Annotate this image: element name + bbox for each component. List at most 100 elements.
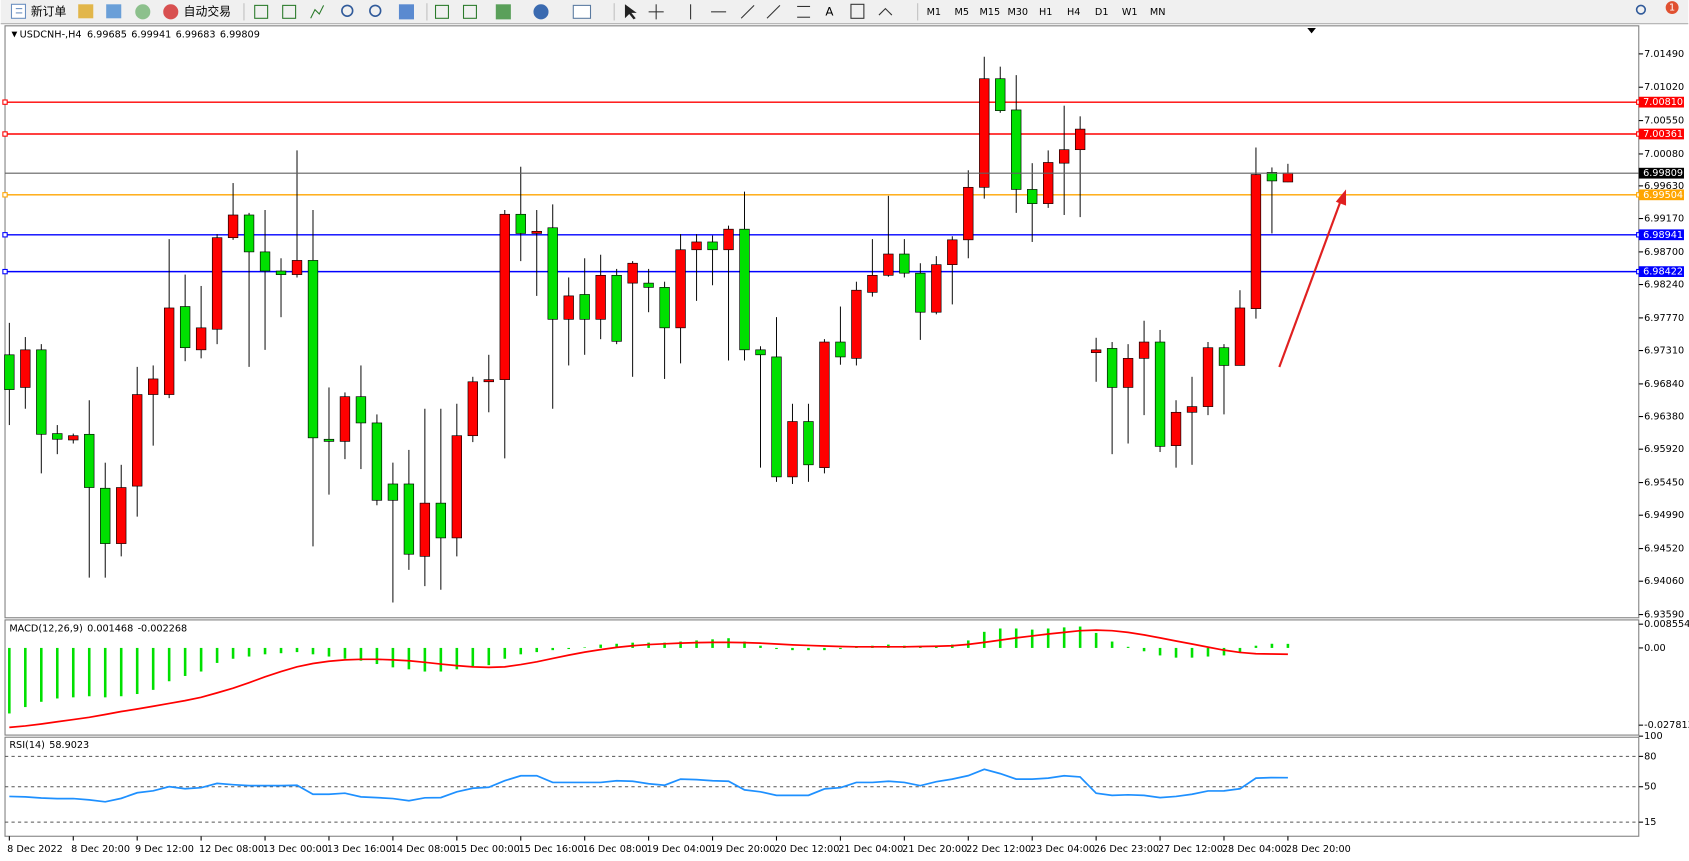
histogram-bar [24,647,27,708]
histogram-bar [167,647,171,682]
candle-body [36,349,47,435]
histogram-bar [71,647,75,698]
histogram-bar [87,647,91,697]
histogram-bar [1222,647,1226,656]
candle-body [499,213,510,380]
level-label-bg [1638,96,1684,108]
timeframe-button[interactable]: M30 [1007,7,1028,18]
icon[interactable] [462,4,477,19]
timeframe-button[interactable]: W1 [1122,7,1138,18]
timeframe-button[interactable]: D1 [1095,7,1109,18]
candle-body [739,228,750,351]
timeframe-button[interactable]: H1 [1039,7,1052,18]
candle-body [227,214,239,239]
y-tick-label: 0.008554 [1644,619,1689,630]
histogram-bar [1190,647,1194,658]
icon[interactable] [533,4,549,20]
x-tick-label: 23 Dec 04:00 [1030,844,1095,855]
notification-count: 1 [1669,3,1675,14]
candle-body [148,378,159,395]
x-tick-label: 14 Dec 08:00 [391,844,456,855]
histogram-bar [1158,647,1162,656]
candle-body [20,349,31,388]
y-tick-label: 6.94520 [1644,544,1684,555]
auto-trading-button[interactable]: 自动交易 [163,4,231,20]
y-tick-label: 50 [1644,782,1656,793]
symbol: USDCNH-,H4 [20,29,82,40]
x-tick-label: 15 Dec 00:00 [455,844,520,855]
current-price-label: 6.99809 [1643,168,1683,179]
menu-arrow: ▼ [11,29,19,38]
signal-value: -0.002268 [138,624,188,635]
y-tick-label: 6.95450 [1644,478,1684,489]
candle-body [163,307,175,395]
x-tick-label: 22 Dec 12:00 [966,844,1031,855]
icon[interactable] [282,4,297,19]
icon[interactable] [254,4,269,19]
histogram-bar [40,647,43,702]
ohlc-open: 6.99685 [87,29,127,40]
label-tool[interactable] [850,3,865,19]
candle-body [100,487,111,544]
icon[interactable] [135,4,151,20]
channel-tool[interactable] [766,5,781,19]
zoom-out[interactable] [369,4,382,17]
icon[interactable] [106,4,122,19]
candle-body [787,421,798,478]
histogram-bar [982,631,986,648]
y-tick-label: 6.98700 [1644,247,1684,258]
candle-body [531,230,542,234]
histogram-bar [183,647,187,676]
notification-badge[interactable] [1665,1,1679,14]
y-tick-label: 6.99630 [1644,181,1684,192]
candle-body [1154,341,1166,447]
timeframe-button[interactable]: MN [1150,7,1166,18]
histogram-bar [775,647,778,650]
level-label: 7.00810 [1643,97,1683,108]
histogram-bar [695,640,698,648]
candle-body [1170,411,1182,446]
search-button[interactable] [1635,4,1647,15]
y-tick-label: 6.93590 [1644,610,1684,621]
x-tick-label: 19 Dec 04:00 [646,844,711,855]
histogram-bar [839,647,842,650]
new-order-button[interactable]: 新订单 [10,3,67,19]
icon[interactable] [78,4,94,19]
x-tick-label: 28 Dec 04:00 [1222,844,1287,855]
candle-body [1186,406,1198,413]
button-label: 新订单 [31,4,67,18]
histogram-bar [1286,643,1290,648]
candle-body [1058,149,1070,164]
histogram-bar [503,647,507,659]
icon[interactable] [398,4,414,20]
icon[interactable] [434,4,449,19]
icon[interactable] [572,4,592,19]
histogram-bar [1046,628,1050,648]
y-tick-label: 7.00080 [1644,149,1684,160]
histogram-bar [583,647,586,648]
histogram-bar [455,647,459,670]
timeframe-button[interactable]: H4 [1067,7,1080,18]
histogram-bar [919,646,922,648]
cursor-tool[interactable] [624,4,637,20]
y-tick-label: 6.98240 [1644,280,1684,291]
timeframe-button[interactable]: M5 [955,7,970,18]
text-tool[interactable]: A [825,4,833,18]
trendline-tool[interactable] [740,5,755,19]
timeframe-button[interactable]: M15 [979,7,1000,18]
icon[interactable] [310,5,325,19]
histogram-bar [759,645,762,648]
arrow-tool[interactable] [878,7,893,16]
x-tick-label: 16 Dec 08:00 [583,844,648,855]
zoom-in[interactable] [341,4,354,17]
candle-body [275,270,287,275]
candle-body [627,262,638,284]
candle-body [707,241,718,251]
histogram-bar [247,647,251,657]
level-label: 7.00361 [1643,129,1683,140]
candle-body [643,282,654,288]
main-panel [4,25,1640,619]
rsi-value: 58.9023 [49,740,89,751]
icon[interactable] [495,4,511,20]
timeframe-button[interactable]: M1 [927,7,942,18]
